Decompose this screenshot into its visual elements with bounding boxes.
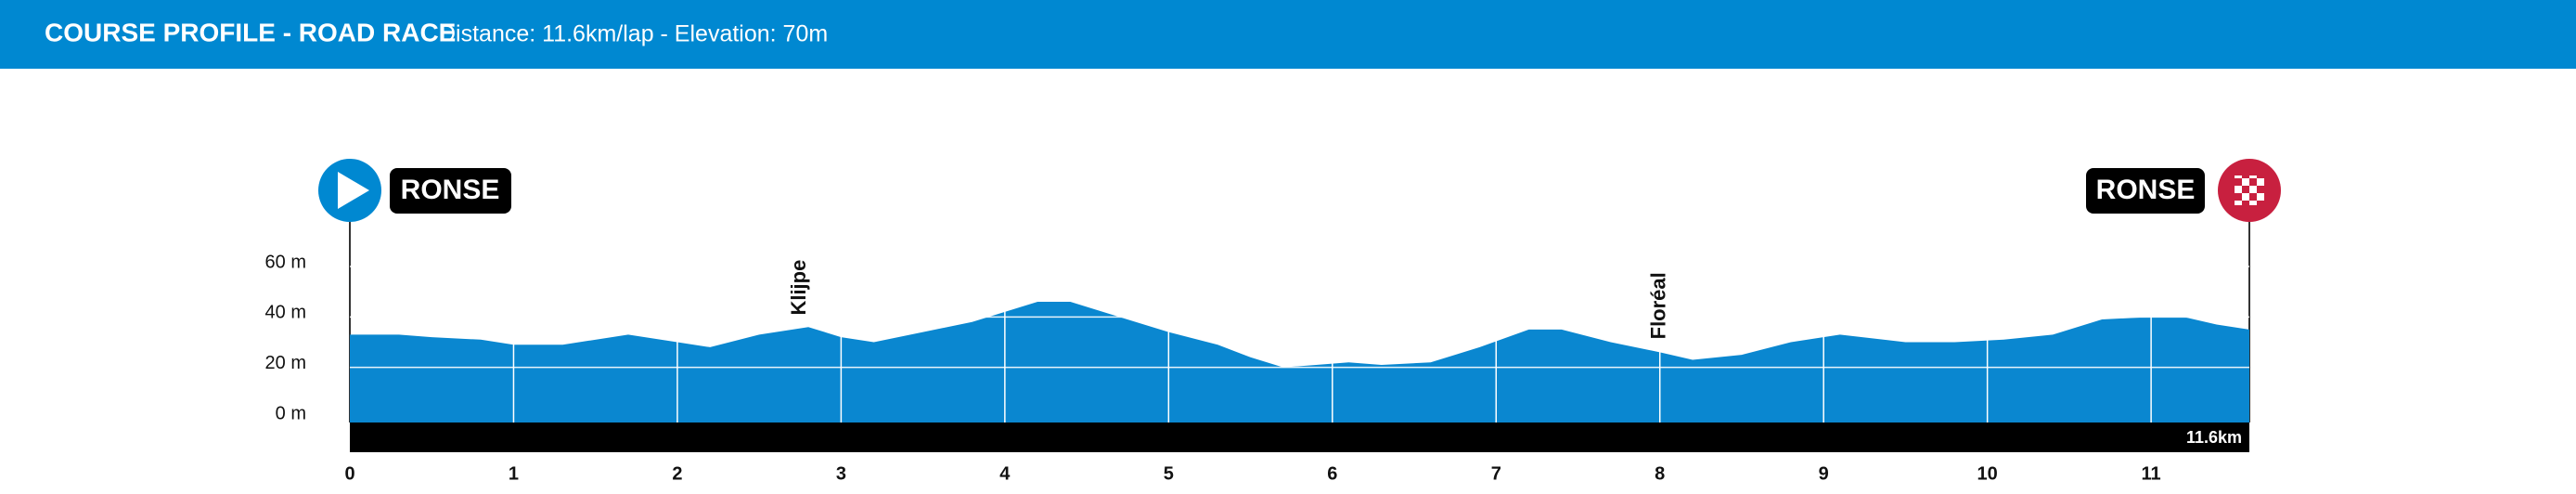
x-tick-label: 1 (509, 463, 519, 484)
y-tick-label: 20 m (265, 353, 306, 373)
finish-label-box (2086, 168, 2205, 214)
start-label-box (390, 168, 511, 214)
x-tick-label: 7 (1491, 463, 1501, 484)
y-tick-label: 0 m (276, 403, 306, 423)
x-tick-label: 8 (1655, 463, 1665, 484)
x-tick-label: 2 (672, 463, 682, 484)
x-tick-label: 5 (1164, 463, 1174, 484)
end-label: 11.6km (2186, 428, 2242, 447)
start-arrow (338, 172, 369, 209)
climb-label: Floréal (1647, 272, 1670, 339)
y-tick-label: 60 m (265, 252, 306, 272)
climb-label: Klijpe (787, 260, 810, 316)
elevation-area (350, 302, 2249, 422)
distance-bar (350, 422, 2249, 452)
start-label: RONSE (401, 175, 500, 205)
finish-flag (2235, 176, 2264, 205)
chart-subtitle: Distance: 11.6km/lap - Elevation: 70m (439, 21, 828, 47)
x-tick-label: 11 (2142, 463, 2161, 484)
x-tick-label: 3 (836, 463, 846, 484)
chart-title: COURSE PROFILE - ROAD RACE (45, 18, 456, 46)
plot: 0 m 20 m 40 m 60 m 0 1 2 3 4 5 6 7 8 9 10 11 11.6km Klijp… (265, 159, 2281, 484)
y-tick-label: 40 m (265, 303, 306, 323)
x-tick-label: 0 (344, 463, 354, 484)
finish-label: RONSE (2096, 175, 2196, 205)
x-tick-label: 6 (1327, 463, 1337, 484)
header-bar (0, 0, 2576, 69)
x-tick-label: 9 (1819, 463, 1829, 484)
x-tick-label: 10 (1977, 463, 1998, 484)
x-tick-label: 4 (999, 463, 1011, 484)
